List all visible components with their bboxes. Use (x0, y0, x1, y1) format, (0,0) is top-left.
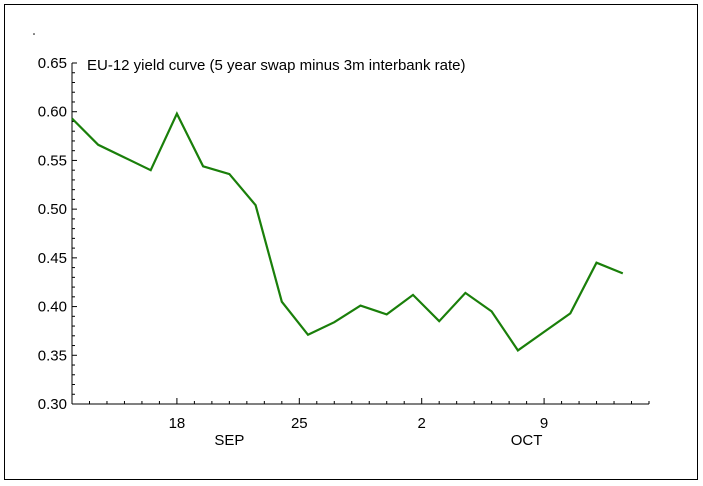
x-month-label: SEP (214, 432, 244, 449)
series-group (71, 111, 624, 352)
y-tick-label: 0.30 (38, 396, 67, 413)
y-tick-label: 0.40 (38, 299, 67, 316)
x-tick-label: 18 (169, 415, 186, 432)
x-month-label: OCT (511, 432, 543, 449)
stray-dot (33, 33, 35, 35)
x-tick-label: 9 (540, 415, 548, 432)
y-ticks: 0.30 0.35 0.40 0.45 0.50 0.55 0.60 0.65 (38, 55, 77, 413)
chart-title: EU-12 yield curve (5 year swap minus 3m … (87, 57, 466, 74)
y-tick-label: 0.60 (38, 104, 67, 121)
chart-frame: 0.30 0.35 0.40 0.45 0.50 0.55 0.60 0.65 18 25 2 9 S… (4, 4, 698, 480)
y-tick-label: 0.55 (38, 152, 67, 169)
axes (71, 63, 649, 405)
x-tick-label: 25 (291, 415, 308, 432)
yield-curve-chart: 0.30 0.35 0.40 0.45 0.50 0.55 0.60 0.65 18 25 2 9 S… (33, 33, 650, 449)
y-tick-label: 0.65 (38, 55, 67, 72)
y-tick-label: 0.35 (38, 347, 67, 364)
y-tick-label: 0.50 (38, 201, 67, 218)
x-tick-label: 2 (418, 415, 426, 432)
series-line (71, 111, 624, 352)
y-tick-label: 0.45 (38, 250, 67, 267)
x-ticks: 18 25 2 9 SEP OCT (71, 398, 650, 449)
